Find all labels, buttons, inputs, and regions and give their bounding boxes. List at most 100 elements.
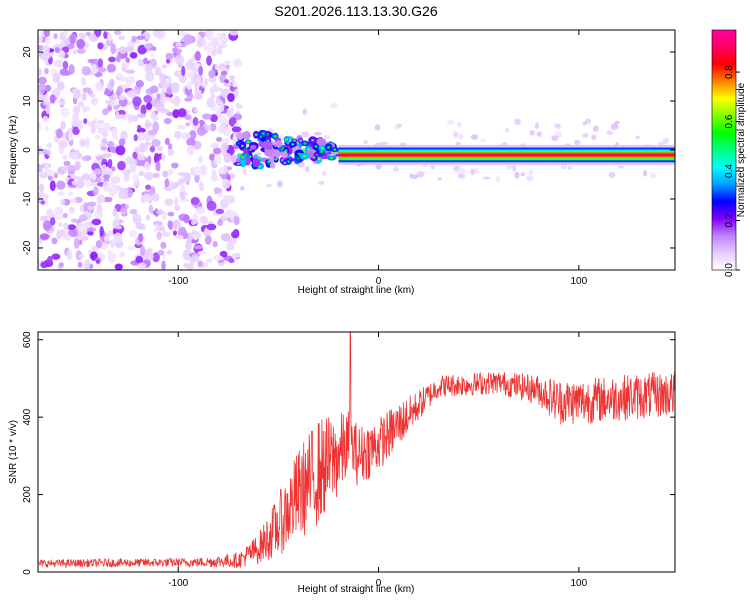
colorbar-gradient	[711, 29, 737, 271]
heatmap-cell	[264, 149, 275, 157]
heatmap-cell	[262, 141, 274, 150]
heatmap-cell	[152, 121, 160, 133]
heatmap-cell	[118, 138, 126, 147]
heatmap-cell	[223, 152, 232, 164]
heatmap-cell	[317, 157, 321, 161]
heatmap-cell	[174, 54, 185, 65]
heatmap-cell	[205, 258, 213, 264]
colorbar: 0.0 0.2 0.4 0.6 0.8 Normalized spectral ampl…	[711, 29, 747, 277]
heatmap-cell	[236, 162, 240, 166]
heatmap-cell	[145, 214, 151, 221]
heatmap-cell	[84, 179, 92, 188]
heatmap-cell	[505, 127, 510, 133]
heatmap-cell	[51, 253, 61, 260]
heatmap-y-tick-label: -20	[22, 240, 33, 255]
heatmap-cell	[380, 141, 389, 145]
heatmap-cell	[323, 134, 331, 140]
heatmap-cell	[307, 148, 311, 151]
heatmap-cell	[240, 144, 244, 148]
heatmap-cell	[430, 165, 436, 170]
heatmap-cell	[520, 172, 526, 177]
heatmap-cell	[160, 83, 170, 89]
heatmap-y-tick-label: 0	[22, 147, 33, 153]
heatmap-cell	[154, 223, 159, 230]
heatmap-cell	[206, 55, 212, 66]
heatmap-cell	[210, 173, 218, 182]
heatmap-cell	[320, 147, 324, 150]
heatmap-cell	[224, 79, 229, 84]
heatmap-cell	[89, 172, 96, 179]
heatmap-cell	[457, 167, 466, 174]
heatmap-cell	[96, 196, 103, 204]
heatmap-cell	[90, 33, 97, 43]
heatmap-cell	[363, 140, 369, 145]
heatmap-cell	[203, 229, 211, 237]
heatmap-cell	[67, 191, 74, 197]
heatmap-cell	[130, 114, 139, 122]
heatmap-cell	[214, 63, 220, 71]
heatmap-cell	[60, 107, 70, 118]
heatmap-cell	[242, 130, 251, 140]
heatmap-cell	[204, 235, 212, 245]
heatmap-cell	[72, 126, 80, 136]
heatmap-cell	[58, 50, 66, 60]
heatmap-cell	[197, 250, 207, 256]
heatmap-cell	[39, 172, 48, 179]
heatmap-cell	[662, 137, 669, 144]
heatmap-cell	[46, 149, 52, 156]
heatmap-cell	[213, 187, 222, 194]
heatmap-cell	[115, 145, 126, 156]
heatmap-cell	[72, 152, 78, 162]
heatmap-cell	[330, 103, 338, 109]
heatmap-cell	[144, 161, 150, 171]
heatmap-cell	[183, 172, 191, 182]
heatmap-cell	[514, 118, 521, 126]
heatmap-cell	[42, 220, 52, 231]
heatmap-cell	[46, 255, 53, 267]
heatmap-cell	[114, 263, 123, 270]
heatmap-cell	[209, 123, 217, 132]
heatmap-cell	[608, 171, 616, 179]
heatmap-cell	[78, 32, 85, 38]
heatmap-cell	[106, 63, 117, 73]
heatmap-cell	[118, 114, 126, 120]
heatmap-cell	[170, 98, 179, 104]
heatmap-cell	[44, 162, 50, 174]
heatmap-cell	[176, 125, 186, 130]
heatmap-cell	[102, 43, 108, 51]
heatmap-cell	[285, 138, 289, 141]
heatmap-cell	[512, 164, 517, 172]
heatmap-cell	[117, 160, 126, 171]
heatmap-cell	[129, 208, 138, 215]
colorbar-tick-label: 0.8	[724, 65, 735, 79]
heatmap-cell	[45, 208, 54, 218]
heatmap-cell	[470, 168, 476, 176]
heatmap-cell	[102, 153, 112, 158]
heatmap-cell	[106, 140, 115, 148]
heatmap-cell	[193, 166, 202, 176]
heatmap-cell	[167, 211, 175, 217]
heatmap-cell	[152, 173, 160, 178]
heatmap-cell	[113, 30, 122, 36]
heatmap-cell	[86, 227, 97, 232]
heatmap-cell	[83, 118, 88, 124]
heatmap-cell	[149, 85, 159, 94]
heatmap-cell	[59, 100, 65, 106]
heatmap-cell	[85, 137, 90, 149]
heatmap-cell	[110, 175, 121, 184]
heatmap-cell	[327, 146, 331, 149]
heatmap-cell	[119, 94, 126, 101]
heatmap-cell	[104, 99, 115, 105]
heatmap-cell	[150, 110, 156, 120]
snr-x-tick-label: 100	[571, 578, 588, 589]
heatmap-cell	[167, 168, 174, 176]
heatmap-cell	[97, 127, 107, 134]
heatmap-cell	[320, 154, 329, 160]
heatmap-cell	[137, 113, 146, 118]
heatmap-cell	[582, 121, 587, 126]
snr-ticks: -100 0 100 0 200 400 600	[22, 331, 675, 589]
heatmap-cell	[39, 183, 45, 193]
heatmap-cell	[166, 250, 172, 255]
heatmap-cell	[212, 83, 218, 93]
heatmap-cell	[172, 230, 177, 236]
